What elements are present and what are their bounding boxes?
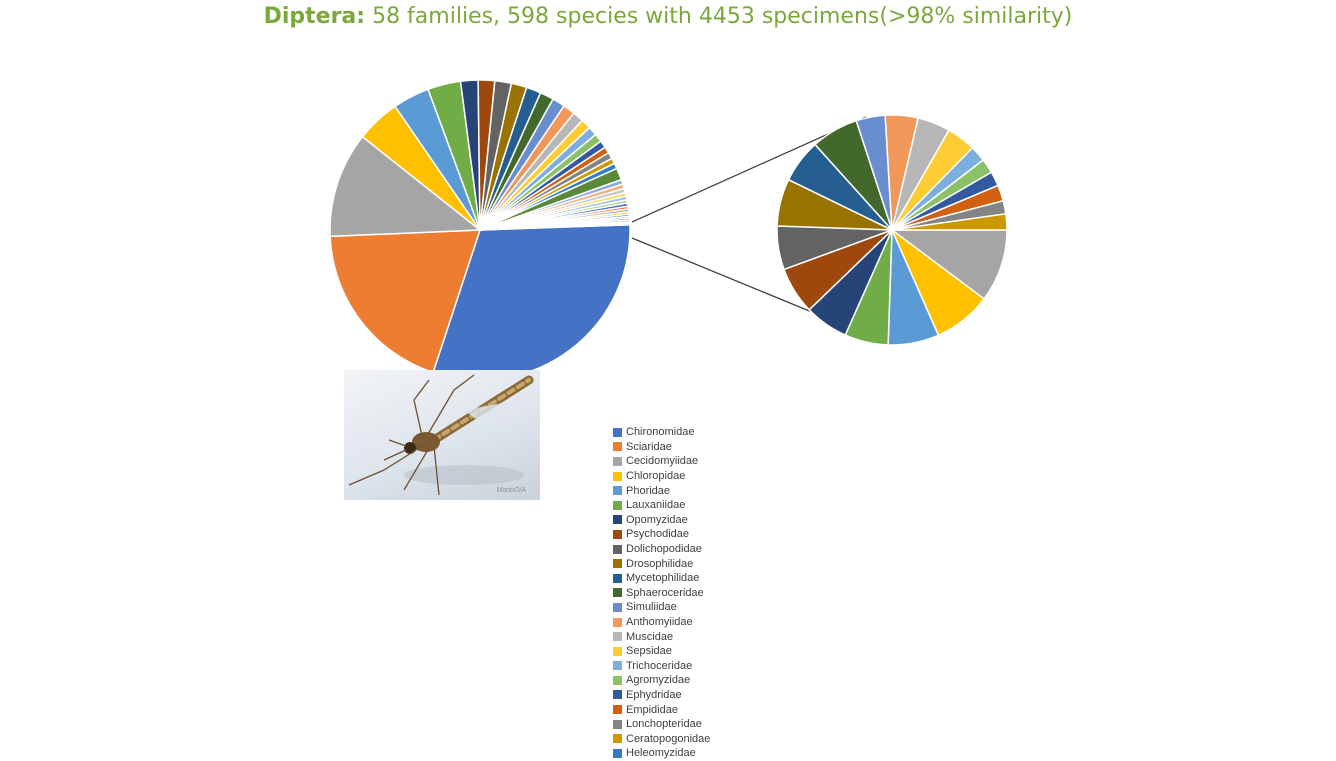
legend-label: Ceratopogonidae [626,732,711,745]
legend-swatch [613,529,622,539]
legend-item: Lonchopteridae [613,717,710,732]
photo-credit: MarioO/A [496,487,526,494]
legend-swatch [613,573,622,583]
legend-item: Chloropidae [613,469,710,484]
legend-swatch [613,471,622,481]
legend-swatch [613,719,622,729]
legend-item: Cecidomyiidae [613,454,710,469]
legend-item: Drosophilidae [613,556,710,571]
mosquito-photo: MarioO/A [344,370,540,500]
legend-swatch [613,690,622,700]
title-rest: 58 families, 598 species with 4453 speci… [365,4,1073,29]
legend-item: Sciaridae [613,440,710,455]
legend-label: Dolichopodidae [626,543,702,556]
legend: Chironomidae Sciaridae Cecidomyiidae Chloro… [613,425,710,761]
legend-item: Heleomyzidae [613,746,710,761]
legend-label: Mycetophilidae [626,572,700,585]
sub-slice-0 [889,229,1008,300]
legend-item: Agromyzidae [613,673,710,688]
legend-label: Phoridae [626,484,671,497]
legend-item: Psychodidae [613,527,710,542]
legend-swatch [613,734,622,744]
legend-label: Anthomyiidae [626,616,693,629]
main-slice-2 [329,135,483,238]
legend-swatch [613,515,622,525]
legend-swatch [613,661,622,671]
legend-label: Psychodidae [626,528,689,541]
legend-label: Drosophilidae [626,557,694,570]
legend-swatch [613,646,622,656]
legend-item: Trichoceridae [613,659,710,674]
legend-label: Opomyzidae [626,513,688,526]
legend-label: Agromyzidae [626,674,691,687]
legend-label: Ephydridae [626,688,682,701]
legend-item: Sepsidae [613,644,710,659]
legend-item: Dolichopodidae [613,542,710,557]
secondary-pie [776,114,1008,346]
legend-label: Chloropidae [626,470,686,483]
legend-label: Lauxaniidae [626,499,686,512]
legend-item: Opomyzidae [613,513,710,528]
legend-swatch [613,748,622,758]
legend-label: Empididae [626,703,678,716]
legend-label: Cecidomyiidae [626,455,699,468]
legend-item: Empididae [613,702,710,717]
legend-swatch [613,544,622,554]
chart-title: Diptera: 58 families, 598 species with 4… [0,4,1336,29]
legend-label: Trichoceridae [626,659,693,672]
main-slice-1 [329,229,482,374]
legend-label: Heleomyzidae [626,747,696,760]
legend-label: Sepsidae [626,645,672,658]
legend-swatch [613,632,622,642]
legend-swatch [613,602,622,612]
legend-swatch [613,617,622,627]
legend-swatch [613,675,622,685]
legend-label: Sciaridae [626,440,672,453]
title-bold: Diptera: [263,4,366,29]
legend-item: Chironomidae [613,425,710,440]
legend-label: Chironomidae [626,426,695,439]
legend-swatch [613,442,622,452]
main-slice-39 [479,222,631,231]
legend-swatch [613,559,622,569]
insect-illustration [348,374,534,496]
legend-swatch [613,588,622,598]
legend-item: Sphaeroceridae [613,586,710,601]
legend-item: Anthomyiidae [613,615,710,630]
legend-item: Lauxaniidae [613,498,710,513]
legend-label: Simuliidae [626,601,677,614]
legend-swatch [613,427,622,437]
main-pie [329,79,631,381]
legend-item: Ephydridae [613,688,710,703]
legend-swatch [613,456,622,466]
legend-swatch [613,500,622,510]
legend-label: Muscidae [626,630,674,643]
legend-item: Mycetophilidae [613,571,710,586]
legend-label: Lonchopteridae [626,718,702,731]
legend-swatch [613,705,622,715]
legend-item: Phoridae [613,483,710,498]
legend-label: Sphaeroceridae [626,586,704,599]
legend-item: Simuliidae [613,600,710,615]
legend-item: Ceratopogonidae [613,731,710,746]
legend-swatch [613,486,622,496]
legend-item: Muscidae [613,629,710,644]
sub-slice-19 [891,212,1008,231]
